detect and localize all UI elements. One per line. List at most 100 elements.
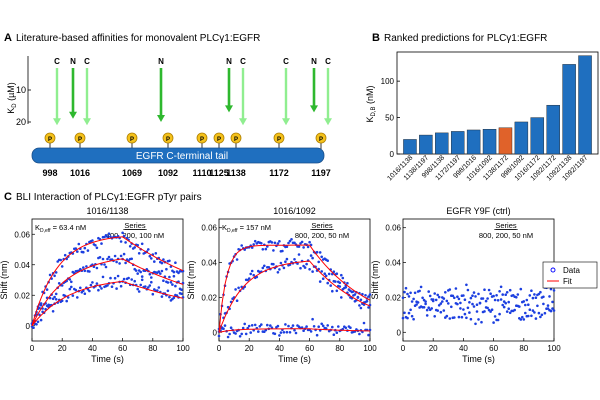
bli-egfr-y9f-point-b0-t86 bbox=[531, 296, 535, 300]
bli-1016-1092-point-s2-t8 bbox=[229, 326, 233, 330]
bli-1016-1138-ylabel: Shift (nm) bbox=[0, 260, 9, 299]
legend-data-marker bbox=[550, 267, 556, 273]
bli-egfr-y9f-point-b0-t28 bbox=[444, 291, 447, 294]
bli-1016-1092-point-s2-t45 bbox=[285, 330, 289, 334]
phospho-circle-1138 bbox=[230, 132, 242, 144]
bli-1016-1092-point-s1-t71 bbox=[324, 274, 328, 278]
bli-egfr-y9f-point-b0-t21 bbox=[433, 292, 437, 295]
bli-1016-1092-point-s0-t100 bbox=[368, 293, 372, 296]
bli-egfr-y9f-point-b0-t88 bbox=[534, 296, 538, 300]
bli-1016-1092-point-s2-t58 bbox=[305, 325, 308, 328]
bli-1016-1138-point-s0-t60 bbox=[121, 231, 124, 235]
bli-1016-1092-point-s2-t68 bbox=[320, 322, 324, 326]
bli-1016-1092-xtick-label-0: 0 bbox=[217, 344, 222, 353]
bli-egfr-y9f-point-b0-t11 bbox=[418, 289, 421, 293]
panel-b: B Ranked predictions for PLCγ1:EGFR KD,B… bbox=[365, 32, 599, 183]
bli-egfr-y9f-point-b0-t31 bbox=[448, 288, 452, 291]
bli-egfr-y9f-point-b1-t100 bbox=[552, 309, 556, 312]
bli-egfr-y9f-point-b0-t98 bbox=[549, 287, 553, 291]
bli-egfr-y9f-point-b1-t37 bbox=[457, 315, 461, 319]
bli-1016-1092-point-s2-t49 bbox=[291, 324, 295, 327]
bli-egfr-y9f-point-b0-t83 bbox=[527, 303, 530, 307]
legend-box bbox=[542, 261, 598, 289]
bli-1016-1092-point-s1-t29 bbox=[261, 266, 265, 270]
bli-1016-1138-point-s0-t48 bbox=[103, 235, 106, 239]
phospho-circle-1092 bbox=[162, 132, 174, 144]
panel-b-letter: B bbox=[372, 32, 380, 44]
bli-1016-1092-point-s1-t69 bbox=[321, 277, 325, 281]
bli-1016-1138-point-s1-t25 bbox=[68, 278, 72, 281]
bli-1016-1092-point-s1-t43 bbox=[282, 266, 286, 270]
bli-egfr-y9f-point-b1-t69 bbox=[505, 310, 509, 313]
panel-b-ytick-label-100: 100 bbox=[381, 77, 395, 86]
bli-egfr-y9f-series-header: Series bbox=[495, 221, 517, 230]
bli-1016-1138-point-s2-t90 bbox=[166, 289, 170, 293]
bli-1016-1138-point-s2-t27 bbox=[71, 294, 75, 297]
bli-1016-1092-point-s1-t53 bbox=[297, 253, 301, 256]
bli-1016-1138-point-s0-t31 bbox=[77, 242, 81, 246]
bli-1016-1138-point-s2-t44 bbox=[97, 288, 100, 292]
bli-1016-1138-point-s2-t35 bbox=[83, 292, 87, 296]
bli-1016-1138-point-s0-t77 bbox=[147, 248, 150, 251]
bli-1016-1092-point-s1-t80 bbox=[338, 285, 342, 288]
panel-a-ylabel-main: K bbox=[6, 108, 16, 114]
bli-egfr-y9f-point-b0-t2 bbox=[404, 286, 408, 290]
bli-1016-1092-kd-annotation: KD,eff = 157 nM bbox=[222, 223, 271, 234]
bli-egfr-y9f-point-b0-t99 bbox=[551, 300, 554, 304]
bli-1016-1092-axes bbox=[218, 218, 371, 342]
bli-egfr-y9f-xtick-label-40: 40 bbox=[459, 344, 468, 353]
bli-egfr-y9f-point-b0-t93 bbox=[542, 295, 545, 299]
bli-1016-1092-point-s1-t21 bbox=[249, 272, 252, 276]
legend-data-label: Data bbox=[563, 266, 580, 275]
kd-arrow-1016-c-head bbox=[83, 118, 91, 126]
bli-plot-1016-1092: 1016/1092 0 20 40 60 80 100 0 0.02 0.04 0.06 Time (… bbox=[186, 206, 377, 364]
bli-1016-1138-point-s2-t16 bbox=[54, 298, 58, 301]
bar-998-1092 bbox=[514, 121, 529, 155]
bli-1016-1092-point-s2-t15 bbox=[240, 332, 243, 336]
bli-egfr-y9f-point-b0-t25 bbox=[439, 302, 443, 305]
bli-1016-1092-point-s2-t7 bbox=[228, 332, 231, 336]
bli-1016-1092-point-s1-t52 bbox=[296, 262, 299, 265]
bli-1016-1138-point-s1-t59 bbox=[119, 254, 123, 258]
bli-egfr-y9f-point-b0-t8 bbox=[413, 291, 417, 295]
bli-1016-1138-point-s0-t35 bbox=[83, 246, 87, 250]
bli-egfr-y9f-point-b0-t43 bbox=[466, 288, 470, 292]
panel-a-ytick-label-10: 10 bbox=[16, 85, 26, 95]
bli-1016-1138-point-s0-t20 bbox=[60, 265, 64, 268]
bli-egfr-y9f-point-b1-t31 bbox=[448, 317, 452, 320]
bli-1016-1138-point-s2-t61 bbox=[122, 277, 126, 281]
bli-1016-1138-point-s1-t62 bbox=[124, 261, 127, 265]
bli-1016-1138-point-s2-t53 bbox=[110, 285, 114, 289]
phospho-label-1016: P bbox=[78, 137, 82, 143]
bli-1016-1092-point-s0-t23 bbox=[252, 243, 255, 246]
bli-1016-1138-point-s1-t55 bbox=[113, 254, 117, 258]
bli-1016-1138-point-s0-t15 bbox=[53, 274, 56, 278]
bli-1016-1092-point-s0-t95 bbox=[361, 292, 364, 296]
bli-1016-1092-point-s0-t60 bbox=[308, 240, 311, 244]
bli-1016-1092-point-s0-t47 bbox=[288, 239, 292, 243]
bli-egfr-y9f-point-b0-t23 bbox=[436, 293, 440, 297]
bli-1016-1092-point-s2-t3 bbox=[222, 327, 225, 331]
bli-egfr-y9f-point-b0-t4 bbox=[407, 295, 411, 298]
kd-arrow-1197-n-head bbox=[310, 105, 318, 113]
bli-1016-1092-point-s2-t43 bbox=[282, 331, 286, 334]
bli-egfr-y9f-point-b1-t45 bbox=[469, 317, 473, 321]
bli-1016-1092-point-s2-t35 bbox=[270, 326, 274, 330]
bli-1016-1092-point-s1-t36 bbox=[272, 262, 275, 266]
bli-egfr-y9f-point-b0-t44 bbox=[468, 301, 471, 304]
bli-1016-1138-point-s1-t14 bbox=[51, 297, 55, 301]
bli-egfr-y9f-point-b0-t68 bbox=[504, 293, 508, 297]
phospho-circle-1069 bbox=[126, 132, 138, 144]
bli-1016-1138-point-s1-t94 bbox=[172, 274, 176, 278]
bli-1016-1092-point-s2-t84 bbox=[344, 326, 348, 330]
bli-egfr-y9f-point-b0-t100 bbox=[552, 289, 556, 292]
bli-1016-1092-point-s1-t40 bbox=[278, 268, 281, 271]
bli-egfr-y9f-point-b1-t61 bbox=[493, 315, 497, 318]
bli-egfr-y9f-xtick-label-80: 80 bbox=[519, 344, 528, 353]
kd-arrow-1016-n-head bbox=[69, 111, 77, 119]
bli-1016-1138-point-s2-t80 bbox=[151, 292, 155, 296]
bli-1016-1092-point-s1-t22 bbox=[250, 269, 254, 273]
kd-arrow-1138-n-head bbox=[225, 105, 233, 113]
bli-egfr-y9f-point-b1-t68 bbox=[504, 301, 508, 305]
